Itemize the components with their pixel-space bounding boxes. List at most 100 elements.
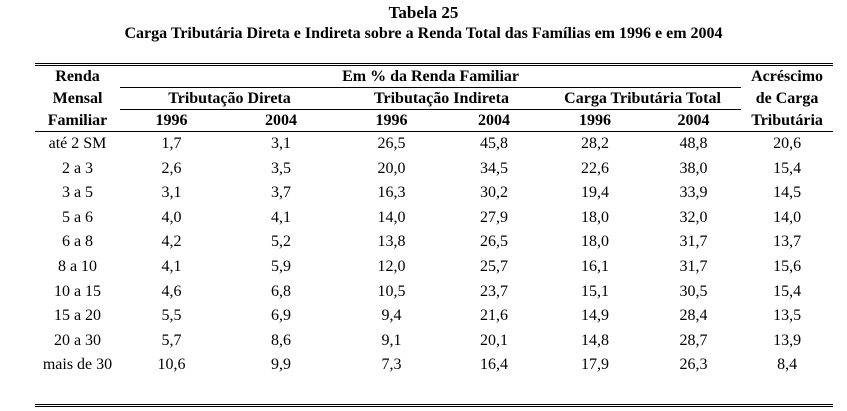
table-row: até 2 SM 1,7 3,1 26,5 45,8 28,2 48,8 20,… [35, 132, 833, 157]
value-cell: 15,1 [581, 282, 609, 300]
header-indirect-taxation: Tributação Indireta [339, 87, 544, 110]
header-year: 1996 [120, 109, 223, 132]
value-cell: 2,6 [161, 159, 182, 177]
header-year: 2004 [223, 109, 339, 132]
table-row: 2 a 3 2,6 3,5 20,0 34,5 22,6 38,0 15,4 [35, 157, 833, 182]
table-title: Tabela 25 [388, 3, 459, 22]
header-income-line-1: Renda [55, 68, 100, 86]
value-cell: 5,7 [161, 331, 182, 349]
value-cell: 5,9 [271, 257, 291, 275]
header-year: 1996 [544, 109, 646, 132]
value-cell: 26,3 [679, 356, 708, 374]
value-cell: 3,7 [271, 184, 291, 202]
header-row-1: Renda Em % da Renda Familiar Acréscimo [35, 66, 833, 88]
value-cell: 14,5 [773, 184, 802, 202]
header-income-line-3: Familiar [35, 109, 120, 132]
value-cell: 4,1 [271, 208, 291, 226]
value-cell: 28,7 [679, 331, 708, 349]
header-increase-line-2: de Carga [755, 90, 819, 107]
header-year: 1996 [339, 109, 444, 132]
value-cell: 16,1 [581, 257, 609, 275]
header-row-3: Familiar 1996 2004 1996 2004 1996 2004 T… [35, 109, 834, 132]
value-cell: 14,0 [377, 208, 406, 226]
income-bracket-cell: até 2 SM [48, 135, 107, 152]
header-increase-line-1: Acréscimo [751, 68, 824, 86]
table-top-rule [35, 63, 833, 66]
value-cell: 10,6 [157, 356, 186, 374]
value-cell: 23,7 [480, 282, 508, 300]
value-cell: 27,9 [480, 208, 508, 226]
value-cell: 20,1 [480, 331, 508, 349]
value-cell: 45,8 [480, 135, 508, 152]
value-cell: 31,7 [679, 257, 708, 275]
value-cell: 4,2 [161, 233, 182, 251]
value-cell: 32,0 [679, 208, 708, 226]
table-row: 5 a 6 4,0 4,1 14,0 27,9 18,0 32,0 14,0 [35, 206, 833, 231]
value-cell: 18,0 [581, 208, 609, 226]
value-cell: 8,6 [271, 331, 291, 349]
header-year: 2004 [646, 109, 742, 132]
value-cell: 28,2 [581, 135, 609, 152]
value-cell: 20,6 [773, 135, 802, 152]
header-total-tax-burden: Carga Tributária Total [544, 87, 742, 110]
value-cell: 18,0 [581, 233, 609, 251]
value-cell: 5,2 [271, 233, 291, 251]
value-cell: 5,5 [161, 307, 182, 325]
header-income-line-2: Mensal [52, 90, 103, 107]
value-cell: 13,7 [773, 233, 802, 251]
value-cell: 20,0 [377, 159, 406, 177]
value-cell: 13,8 [377, 233, 406, 251]
table-row: 20 a 30 5,7 8,6 9,1 20,1 14,8 28,7 13,9 [35, 329, 833, 354]
tax-burden-table: Renda Em % da Renda Familiar Acréscimo M… [35, 66, 834, 378]
value-cell: 12,0 [377, 257, 406, 275]
value-cell: 22,6 [581, 159, 609, 177]
header-direct-taxation: Tributação Direta [120, 87, 339, 110]
table-subtitle: Carga Tributária Direta e Indireta sobre… [124, 25, 723, 42]
table-row: 10 a 15 4,6 6,8 10,5 23,7 15,1 30,5 15,4 [35, 280, 833, 305]
value-cell: 13,5 [773, 307, 802, 325]
value-cell: 15,4 [773, 282, 802, 300]
value-cell: 34,5 [480, 159, 508, 177]
table-row: 15 a 20 5,5 6,9 9,4 21,6 14,9 28,4 13,5 [35, 304, 833, 329]
value-cell: 30,5 [679, 282, 708, 300]
value-cell: 21,6 [480, 307, 508, 325]
value-cell: 38,0 [679, 159, 708, 177]
value-cell: 26,5 [480, 233, 508, 251]
income-bracket-cell: 2 a 3 [61, 159, 94, 177]
value-cell: 9,4 [381, 307, 402, 325]
table-body: até 2 SM 1,7 3,1 26,5 45,8 28,2 48,8 20,… [35, 132, 833, 378]
header-percent-of-income: Em % da Renda Familiar [120, 66, 742, 88]
value-cell: 10,5 [377, 282, 406, 300]
income-bracket-cell: 15 a 20 [53, 307, 102, 325]
income-bracket-cell: 5 a 6 [61, 208, 94, 226]
value-cell: 25,7 [480, 257, 508, 275]
value-cell: 3,1 [161, 184, 182, 202]
value-cell: 3,1 [271, 135, 291, 152]
value-cell: 13,9 [773, 331, 802, 349]
income-bracket-cell: mais de 30 [42, 356, 113, 374]
value-cell: 28,4 [679, 307, 708, 325]
value-cell: 6,9 [271, 307, 291, 325]
value-cell: 15,6 [773, 257, 802, 275]
income-bracket-cell: 8 a 10 [57, 257, 98, 275]
value-cell: 15,4 [773, 159, 802, 177]
value-cell: 17,9 [581, 356, 609, 374]
value-cell: 16,4 [480, 356, 508, 374]
value-cell: 19,4 [581, 184, 609, 202]
table-row: 3 a 5 3,1 3,7 16,3 30,2 19,4 33,9 14,5 [35, 181, 833, 206]
header-row-2: Mensal Tributação Direta Tributação Indi… [35, 87, 833, 110]
value-cell: 8,4 [777, 356, 798, 374]
income-bracket-cell: 3 a 5 [61, 184, 94, 202]
table-row: 6 a 8 4,2 5,2 13,8 26,5 18,0 31,7 13,7 [35, 230, 833, 255]
value-cell: 4,1 [161, 257, 182, 275]
value-cell: 1,7 [161, 135, 182, 152]
value-cell: 30,2 [480, 184, 508, 202]
value-cell: 26,5 [377, 135, 406, 152]
header-increase-line-3: Tributária [741, 109, 834, 132]
value-cell: 14,0 [773, 208, 802, 226]
value-cell: 9,1 [381, 331, 402, 349]
value-cell: 14,9 [581, 307, 609, 325]
income-bracket-cell: 10 a 15 [53, 282, 102, 300]
income-bracket-cell: 20 a 30 [53, 331, 102, 349]
